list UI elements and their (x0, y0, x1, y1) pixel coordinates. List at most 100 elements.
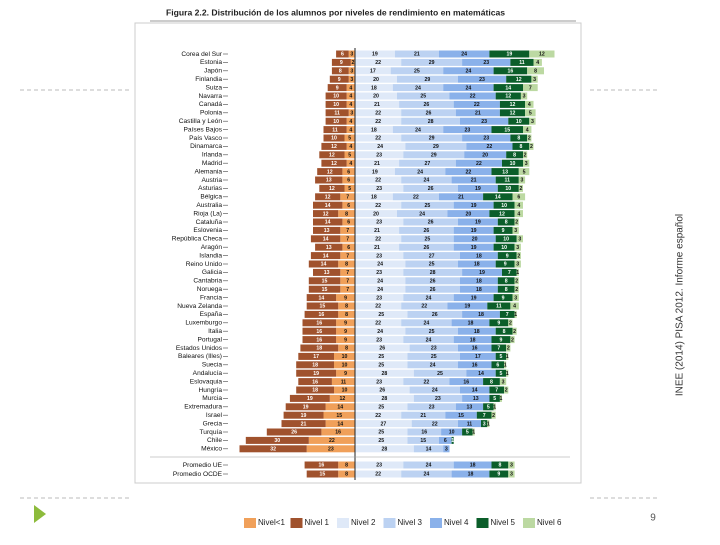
bar-segment (302, 327, 337, 335)
bar-segment (493, 67, 528, 75)
category-label: Andalucía (193, 370, 223, 377)
segment-label: 20 (472, 236, 478, 242)
chart-frame (134, 22, 582, 484)
bar-segment (489, 50, 530, 58)
segment-label: 3 (525, 161, 528, 167)
bar-segment (397, 75, 458, 83)
bar-segment (510, 58, 534, 66)
segment-label: 22 (375, 413, 381, 419)
segment-label: 10 (342, 362, 348, 368)
bar-segment (493, 243, 515, 251)
bar-segment (497, 218, 515, 226)
bar-segment (493, 201, 515, 209)
segment-label: 6 (347, 203, 350, 209)
segment-label: 23 (376, 270, 382, 276)
segment-label: 14 (337, 421, 343, 427)
bar-segment (497, 184, 519, 192)
bar-segment (321, 142, 347, 150)
segment-label: 2 (509, 320, 512, 326)
segment-label: 25 (425, 203, 431, 209)
bar-segment (405, 142, 467, 150)
segment-label: 24 (424, 472, 430, 478)
page-number: 9 (650, 513, 656, 524)
segment-label: 18 (476, 287, 482, 293)
bar-segment (355, 369, 414, 377)
bar-segment (325, 92, 347, 100)
segment-label: 22 (424, 379, 430, 385)
bar-segment (355, 58, 402, 66)
segment-label: 3 (516, 245, 519, 251)
segment-label: 9 (340, 60, 343, 66)
bar-segment (394, 50, 439, 58)
side-note: INEE (2014) PISA 2012. Informe español (675, 214, 686, 396)
bar-segment (399, 100, 454, 108)
segment-label: 9 (344, 295, 347, 301)
segment-label: 13 (326, 245, 332, 251)
category-label: Promedio OCDE (173, 471, 223, 478)
bar-segment (531, 75, 538, 83)
segment-label: 3 (510, 472, 513, 478)
bar-segment (453, 100, 500, 108)
segment-label: 3 (350, 68, 353, 74)
category-label: Cataluña (196, 219, 223, 226)
bar-segment (518, 176, 526, 184)
bar-segment (525, 100, 534, 108)
segment-label: 18 (474, 329, 480, 335)
segment-label: 22 (421, 304, 427, 310)
bar-segment (405, 285, 460, 293)
bar-segment (462, 134, 511, 142)
bar-segment (403, 378, 450, 386)
segment-label: 14 (321, 262, 327, 268)
segment-label: 13 (473, 396, 479, 402)
category-label: Reino Unido (186, 261, 223, 268)
segment-label: 15 (320, 472, 326, 478)
bar-segment (308, 285, 341, 293)
legend-label: Nivel 6 (537, 518, 562, 527)
segment-label: 22 (413, 194, 419, 200)
segment-label: 5 (348, 186, 351, 192)
bar-segment (502, 268, 517, 276)
bar-segment (445, 168, 492, 176)
segment-label: 25 (378, 354, 384, 360)
segment-label: 15 (504, 127, 510, 133)
segment-label: 24 (432, 388, 438, 394)
bar-segment (317, 168, 343, 176)
segment-label: 25 (378, 404, 384, 410)
segment-label: 12 (331, 161, 337, 167)
segment-label: 22 (375, 119, 381, 125)
segment-label: 9 (502, 295, 505, 301)
bar-segment (342, 201, 355, 209)
segment-label: 24 (426, 463, 432, 469)
bar-segment (355, 344, 410, 352)
bar-segment (355, 277, 406, 285)
bar-segment (355, 361, 408, 369)
segment-label: 4 (349, 94, 352, 100)
segment-label: 12 (331, 144, 337, 150)
segment-label: 26 (432, 312, 438, 318)
segment-label: 5 (348, 136, 351, 142)
segment-label: 24 (424, 178, 430, 184)
bar-segment (266, 428, 322, 436)
segment-label: 3 (521, 178, 524, 184)
segment-label: 16 (312, 379, 318, 385)
bar-segment (315, 193, 341, 201)
bar-segment (323, 134, 345, 142)
bar-segment (411, 420, 458, 428)
bar-segment (453, 294, 494, 302)
bar-segment (336, 294, 355, 302)
bar-segment (466, 369, 496, 377)
bar-segment (489, 386, 505, 394)
bar-segment (336, 327, 355, 335)
bar-segment (491, 168, 519, 176)
category-label: Cantabria (193, 278, 222, 285)
segment-label: 19 (307, 396, 313, 402)
segment-label: 13 (326, 178, 332, 184)
segment-label: 22 (476, 161, 482, 167)
segment-label: 29 (429, 60, 435, 66)
segment-label: 24 (426, 337, 432, 343)
segment-label: 23 (429, 404, 435, 410)
bar-segment (457, 184, 498, 192)
bar-segment (449, 378, 484, 386)
segment-label: 29 (429, 136, 435, 142)
bar-segment (392, 193, 439, 201)
